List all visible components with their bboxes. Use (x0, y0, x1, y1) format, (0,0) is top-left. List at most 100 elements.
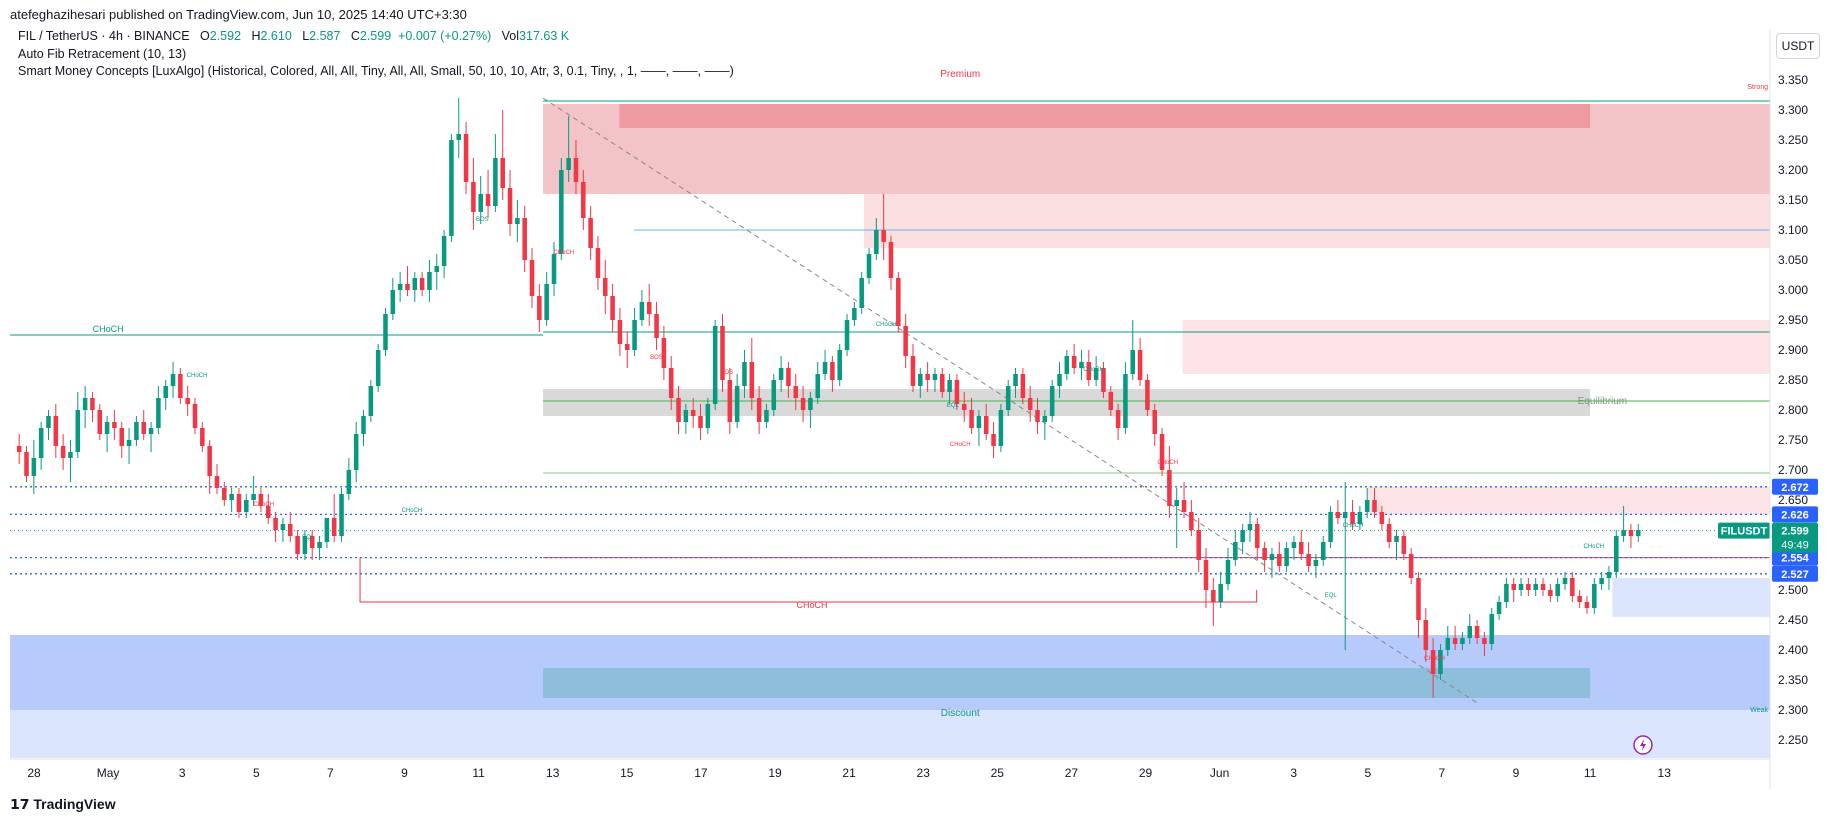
candle-body (705, 404, 711, 428)
candle-body (551, 254, 557, 284)
candle (888, 236, 894, 290)
candle-body (1137, 350, 1143, 380)
candle-body (1577, 596, 1582, 602)
candle (1555, 578, 1560, 602)
candle (1035, 398, 1040, 434)
candle-body (119, 428, 125, 446)
candle-body (434, 266, 440, 272)
candle (1350, 500, 1355, 530)
candle-body (603, 278, 608, 296)
candle (1101, 362, 1106, 398)
candle-body (1211, 590, 1216, 602)
candle-body (1240, 530, 1245, 542)
candle (317, 536, 322, 560)
candle (742, 350, 747, 398)
time-axis-tick: 13 (1658, 766, 1672, 780)
candle-body (1430, 650, 1436, 674)
candle (1394, 530, 1399, 560)
candle-body (581, 182, 586, 218)
open-label: O (200, 29, 210, 43)
candle-body (375, 350, 381, 386)
candle (1027, 386, 1033, 422)
candle-body (573, 158, 579, 182)
time-axis-tick: 3 (179, 766, 186, 780)
price-axis-tick: 3.350 (1778, 73, 1808, 87)
candle (507, 170, 513, 236)
candle (397, 272, 403, 302)
candle (925, 362, 930, 392)
candle-body (610, 296, 615, 320)
candle-body (258, 494, 264, 506)
candle (698, 404, 703, 440)
candle (339, 488, 344, 542)
candle-body (1460, 638, 1465, 644)
candle (976, 410, 982, 446)
candle-body (1035, 410, 1040, 422)
candle-body (632, 320, 637, 350)
time-axis-tick: 29 (1139, 766, 1153, 780)
structure-label: CHoCH (93, 324, 124, 334)
price-tag-label: 2.626 (1781, 509, 1809, 521)
tradingview-logo[interactable]: 𝟭𝟳 TradingView (10, 796, 116, 813)
candle (236, 488, 242, 518)
symbol-name[interactable]: FIL / TetherUS · 4h · BINANCE (18, 29, 190, 43)
price-axis-tick: 2.350 (1778, 673, 1808, 687)
symbol-tag[interactable] (1718, 522, 1770, 539)
candle (727, 368, 733, 434)
candle (852, 302, 857, 326)
premium-label: Premium (940, 69, 980, 80)
candle-body (830, 362, 835, 380)
time-axis-tick: 9 (401, 766, 408, 780)
candle-body (947, 380, 952, 392)
discount-ob (543, 668, 1591, 698)
candle-body (1335, 512, 1341, 518)
close-value: 2.599 (359, 29, 392, 43)
candle (112, 410, 117, 440)
candle (632, 308, 637, 356)
candle (954, 374, 960, 410)
candle (874, 218, 879, 260)
plot-area: Premium Discount Equilibrium Strong Weak CHoC… (10, 69, 1770, 758)
candle-body (1086, 362, 1092, 380)
candle (910, 344, 916, 392)
change-value: +0.007 (+0.27%) (398, 29, 492, 43)
candle-body (896, 278, 901, 326)
price-axis-tick: 2.750 (1778, 433, 1808, 447)
indicator-fib[interactable]: Auto Fib Retracement (10, 13) (18, 47, 187, 61)
structure-label: CHoCH (1343, 523, 1364, 529)
indicator-smc[interactable]: Smart Money Concepts [LuxAlgo] (Historic… (18, 64, 734, 78)
candle (1203, 548, 1209, 608)
candle (1328, 506, 1333, 548)
candle-body (529, 260, 535, 296)
candle-body (1057, 374, 1062, 386)
candle-body (368, 386, 374, 416)
currency-button[interactable]: USDT (1776, 33, 1820, 59)
lightning-bolt (1640, 739, 1646, 751)
candle (1489, 608, 1495, 650)
candle (405, 266, 410, 296)
candle (1240, 524, 1245, 554)
candle-body (1320, 542, 1326, 560)
candle (456, 98, 462, 158)
candle (331, 494, 337, 542)
candle-body (265, 506, 271, 518)
candle (800, 386, 806, 422)
open-value: 2.592 (209, 29, 242, 43)
candle-body (302, 536, 308, 554)
time-axis-tick: 19 (768, 766, 782, 780)
candle-body (1467, 626, 1473, 638)
price-tag (1772, 549, 1818, 566)
candle-body (661, 338, 667, 368)
candle (1430, 638, 1436, 698)
candle-body (24, 452, 29, 476)
candle-body (1342, 512, 1348, 518)
candle-body (178, 374, 183, 398)
alert-lightning-icon[interactable] (1633, 735, 1653, 755)
candle (764, 404, 769, 428)
candle (222, 482, 227, 506)
candle-body (222, 488, 227, 500)
candle-body (1555, 584, 1560, 596)
structure-label: CHoCH (1157, 460, 1178, 466)
symbol-legend[interactable]: FIL / TetherUS · 4h · BINANCE O2.592 H2.… (18, 29, 569, 43)
